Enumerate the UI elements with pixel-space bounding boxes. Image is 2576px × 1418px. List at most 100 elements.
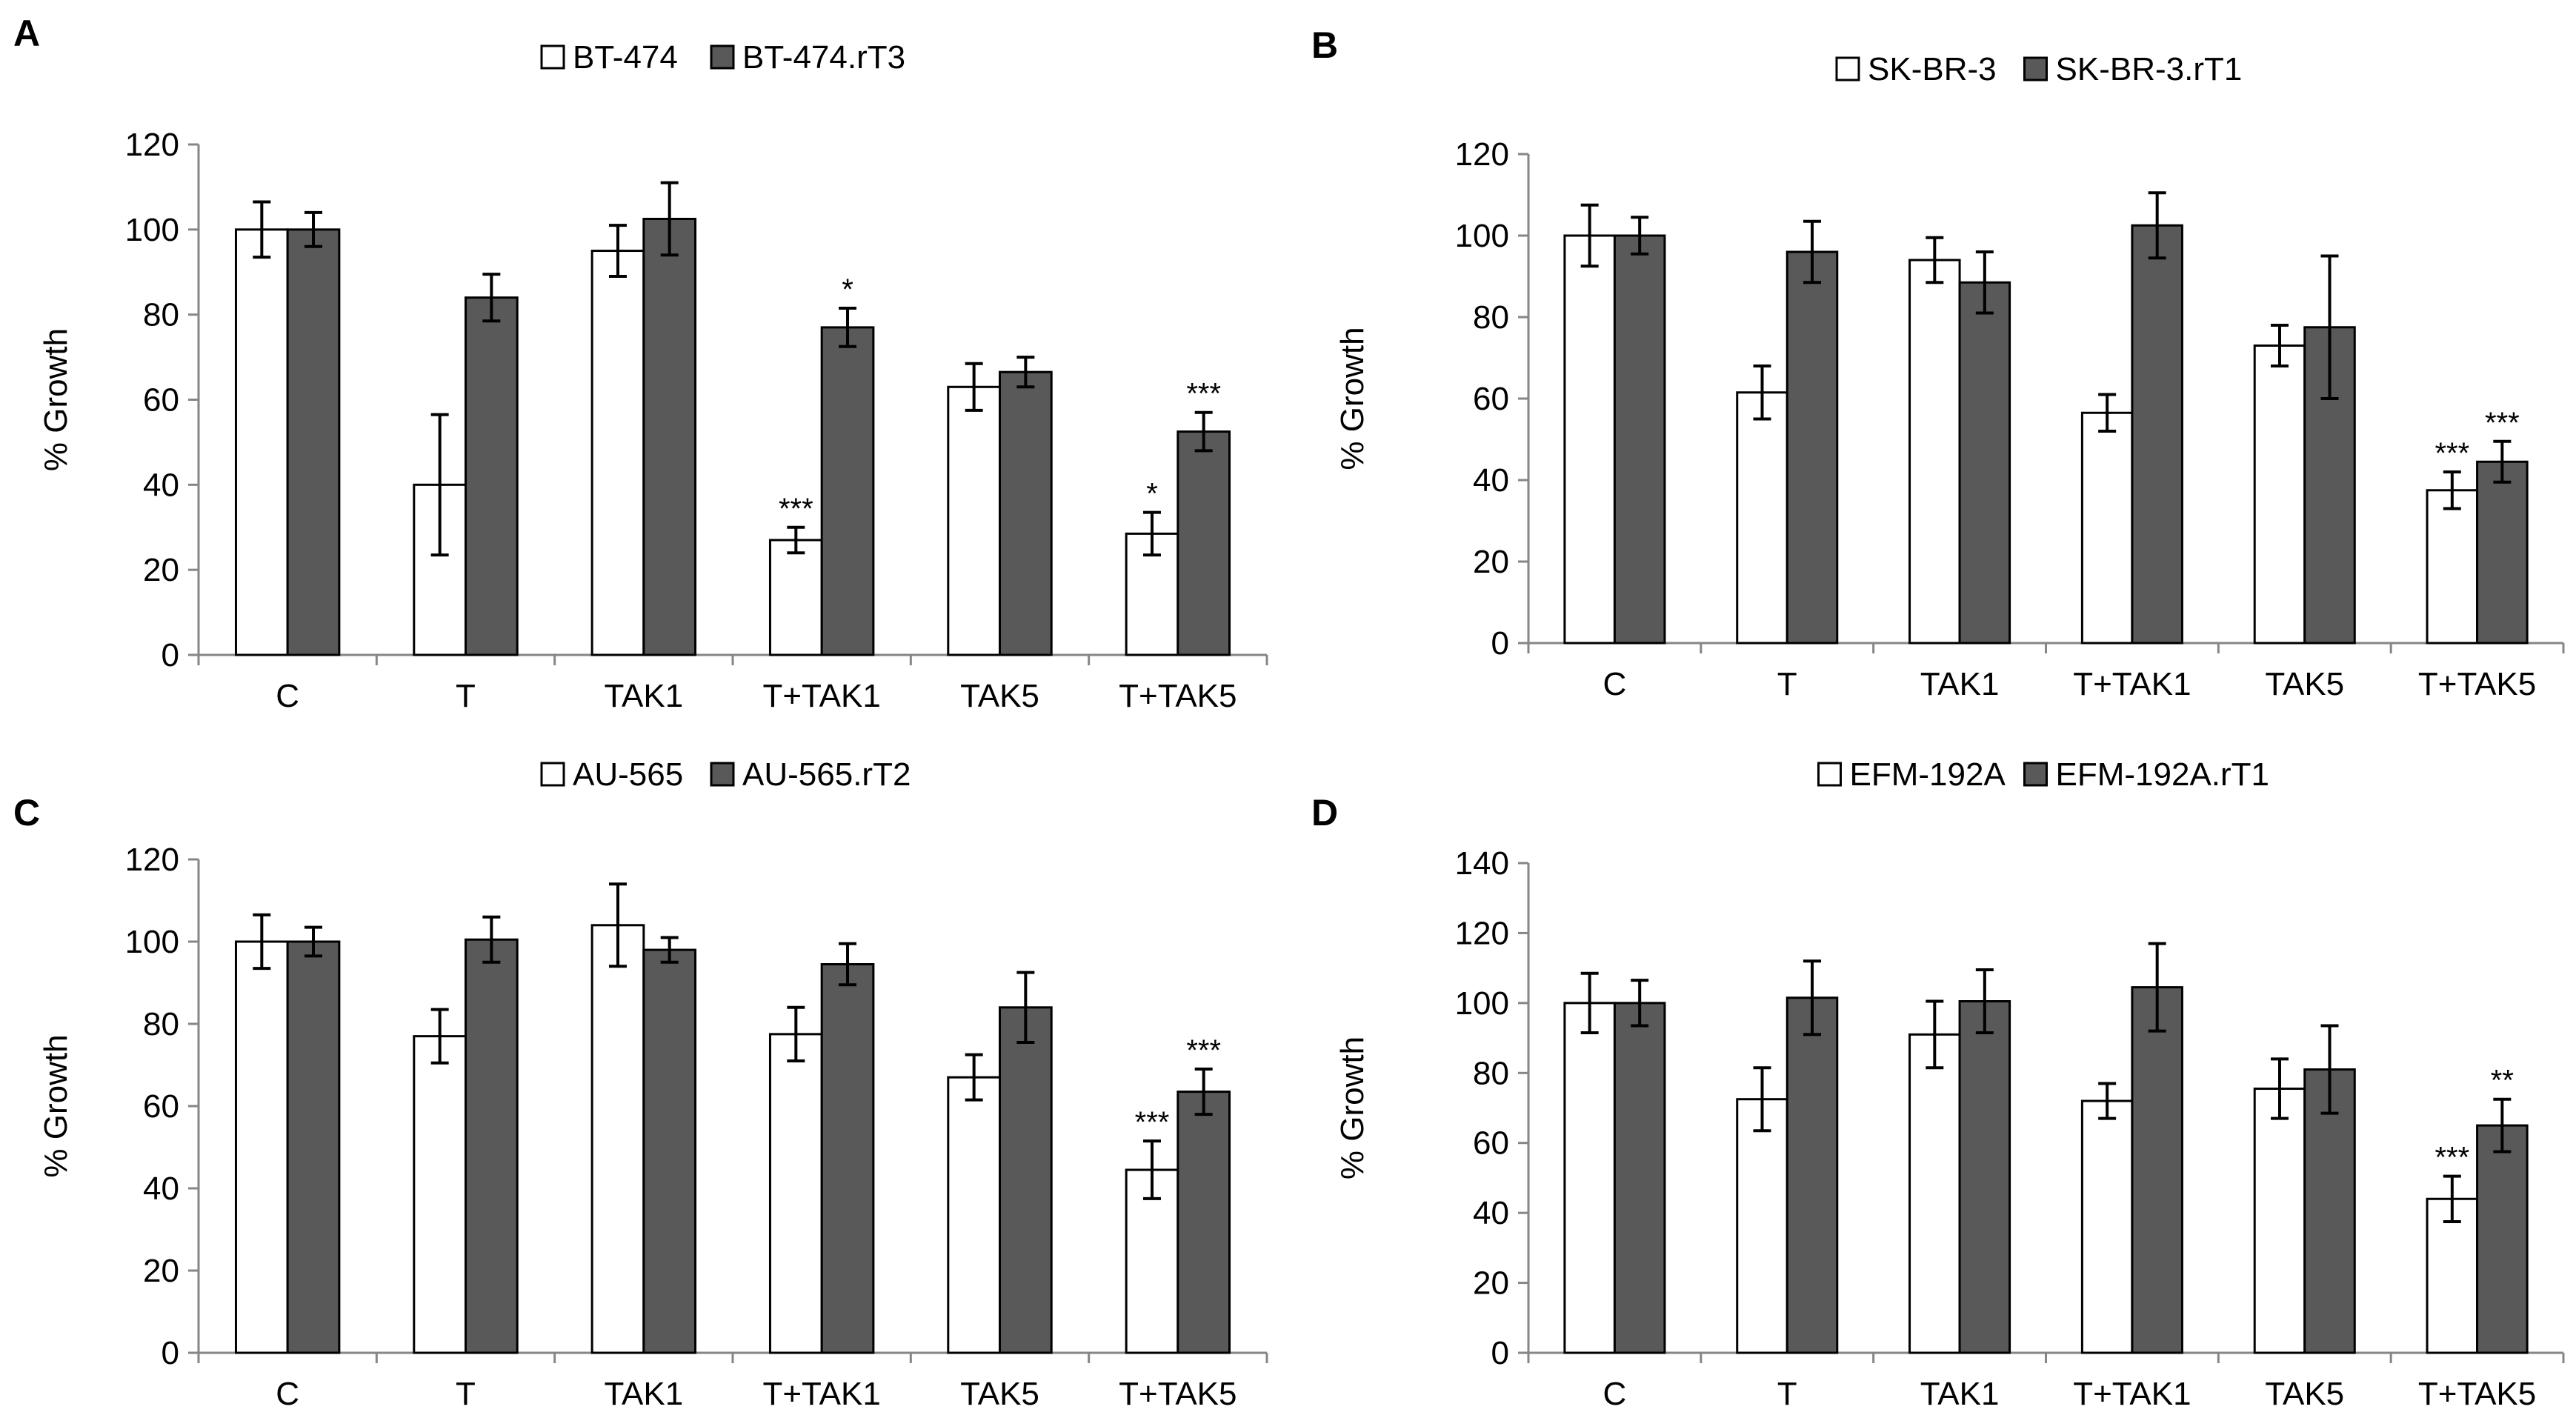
bar-sk-br-3-rt1-t-tak1 xyxy=(2131,224,2183,645)
x-category-label: TAK1 xyxy=(604,678,683,714)
legend-swatch xyxy=(710,44,735,70)
x-category-label: T+TAK1 xyxy=(762,678,880,714)
x-category-label: T xyxy=(1777,666,1797,702)
bar-efm-192a-t-tak1 xyxy=(2080,1099,2134,1354)
bar-bt-474-c xyxy=(234,228,289,656)
bar-sk-br-3-t-tak1 xyxy=(2080,411,2134,645)
y-tick-label: 40 xyxy=(1473,462,1509,499)
legend-label: BT-474.rT3 xyxy=(742,39,905,76)
bar-efm-192a-c xyxy=(1563,1002,1616,1354)
bar-efm-192a-tak1 xyxy=(1908,1033,1961,1354)
significance-marker: * xyxy=(842,273,853,306)
panel-letter: D xyxy=(1311,792,1338,833)
significance-marker: *** xyxy=(779,493,813,525)
x-category-label: T+TAK5 xyxy=(1119,678,1237,714)
bar-bt-474-tak1 xyxy=(590,250,645,656)
legend-swatch xyxy=(540,762,565,787)
x-category-label: T+TAK5 xyxy=(2418,1376,2536,1412)
bar-bt-474-tak5 xyxy=(947,385,1002,656)
bar-au-565-rt2-tak1 xyxy=(642,948,697,1354)
legend-swatch xyxy=(540,44,565,70)
y-tick-label: 0 xyxy=(162,637,179,673)
bar-efm-192a-rt1-t-tak1 xyxy=(2131,986,2183,1354)
legend-label: EFM-192A xyxy=(1850,756,2006,793)
panel-letter: A xyxy=(13,13,40,54)
y-tick-label: 80 xyxy=(1473,299,1509,336)
bar-bt-474-rt3-t-tak1 xyxy=(820,326,875,656)
legend: SK-BR-3 SK-BR-3.rT1 xyxy=(1835,51,2242,87)
y-tick-label: 100 xyxy=(125,212,179,248)
bar-efm-192a-t-tak5 xyxy=(2426,1197,2479,1354)
x-category-label: T+TAK1 xyxy=(762,1376,880,1412)
bar-efm-192a-t xyxy=(1736,1098,1788,1354)
bar-efm-192a-rt1-c xyxy=(1613,1002,1666,1354)
x-category-label: TAK1 xyxy=(1920,666,2000,702)
y-tick-label: 0 xyxy=(1491,1335,1509,1371)
y-tick-label: 120 xyxy=(1455,915,1509,951)
significance-marker: *** xyxy=(1186,1034,1221,1067)
panel-letter: B xyxy=(1311,24,1338,66)
bar-sk-br-3-t xyxy=(1736,391,1788,645)
bar-au-565-rt2-c xyxy=(286,940,341,1354)
legend-swatch xyxy=(1817,762,1842,787)
bar-au-565-rt2-t-tak1 xyxy=(820,963,875,1354)
x-category-label: C xyxy=(1603,666,1627,702)
significance-marker: *** xyxy=(2434,437,2469,470)
bar-au-565-rt2-t-tak5 xyxy=(1176,1091,1231,1354)
y-axis-title: % Growth xyxy=(1334,327,1371,470)
bar-au-565-t-tak1 xyxy=(768,1033,823,1354)
bar-sk-br-3-rt1-t xyxy=(1785,250,1839,645)
bar-sk-br-3-rt1-tak1 xyxy=(1958,281,2011,645)
panel-letter: C xyxy=(13,792,40,833)
x-category-label: TAK5 xyxy=(2265,666,2344,702)
legend-label: EFM-192A.rT1 xyxy=(2056,756,2270,793)
y-tick-label: 40 xyxy=(143,467,179,503)
y-tick-label: 60 xyxy=(1473,1125,1509,1162)
y-axis-title: % Growth xyxy=(1334,1036,1371,1179)
bar-bt-474-rt3-tak1 xyxy=(642,217,697,656)
significance-marker: * xyxy=(1146,478,1158,510)
y-tick-label: 60 xyxy=(143,382,179,419)
y-tick-label: 20 xyxy=(1473,1265,1509,1302)
y-tick-label: 140 xyxy=(1455,845,1509,882)
chart-panel-b: B 0 20 40 60 80 100 120 C T TAK1 T+TAK1 TAK5 T+TAK5 % … xyxy=(1311,24,2565,702)
bar-efm-192a-rt1-t xyxy=(1785,996,1839,1354)
significance-marker: *** xyxy=(2485,407,2520,439)
y-tick-label: 20 xyxy=(1473,544,1509,580)
significance-marker: ** xyxy=(2491,1065,2514,1097)
significance-marker: *** xyxy=(2434,1142,2469,1174)
bar-efm-192a-rt1-tak1 xyxy=(1958,999,2011,1354)
bar-efm-192a-tak5 xyxy=(2253,1088,2306,1354)
bar-efm-192a-rt1-t-tak5 xyxy=(2476,1124,2529,1354)
chart-panel-a: A 0 20 40 60 80 100 120 C T TAK1 T+TAK1 TAK5 T+TAK5 % … xyxy=(13,13,1268,714)
legend-swatch xyxy=(1835,56,1860,81)
x-category-label: TAK1 xyxy=(1920,1376,2000,1412)
y-tick-label: 120 xyxy=(125,842,179,878)
legend-swatch xyxy=(2023,762,2048,787)
y-tick-label: 100 xyxy=(1455,218,1509,254)
bar-au-565-c xyxy=(234,940,289,1354)
y-tick-label: 60 xyxy=(143,1088,179,1125)
x-category-label: T xyxy=(456,678,476,714)
x-category-label: TAK5 xyxy=(2265,1376,2344,1412)
bar-sk-br-3-tak5 xyxy=(2253,344,2306,645)
bar-sk-br-3-t-tak5 xyxy=(2426,489,2479,645)
significance-marker: *** xyxy=(1186,378,1221,410)
y-tick-label: 100 xyxy=(125,924,179,960)
bar-sk-br-3-rt1-tak5 xyxy=(2303,326,2356,645)
x-category-label: TAK5 xyxy=(960,1376,1039,1412)
legend-label: BT-474 xyxy=(573,39,678,76)
legend-swatch xyxy=(2023,56,2048,81)
y-tick-label: 120 xyxy=(1455,136,1509,173)
y-tick-label: 120 xyxy=(125,127,179,163)
y-tick-label: 80 xyxy=(1473,1055,1509,1091)
bar-bt-474-t-tak1 xyxy=(768,539,823,656)
y-axis-title: % Growth xyxy=(38,328,74,471)
y-tick-label: 0 xyxy=(1491,625,1509,662)
bar-bt-474-rt3-t xyxy=(465,296,519,656)
legend: BT-474 BT-474.rT3 xyxy=(540,39,905,76)
y-tick-label: 20 xyxy=(143,1253,179,1289)
chart-panel-d: D 0 20 40 60 80 100 120 140 C T TAK1 T+TAK1 TAK5 T+TAK… xyxy=(1311,756,2565,1412)
x-category-label: T+TAK5 xyxy=(1119,1376,1237,1412)
